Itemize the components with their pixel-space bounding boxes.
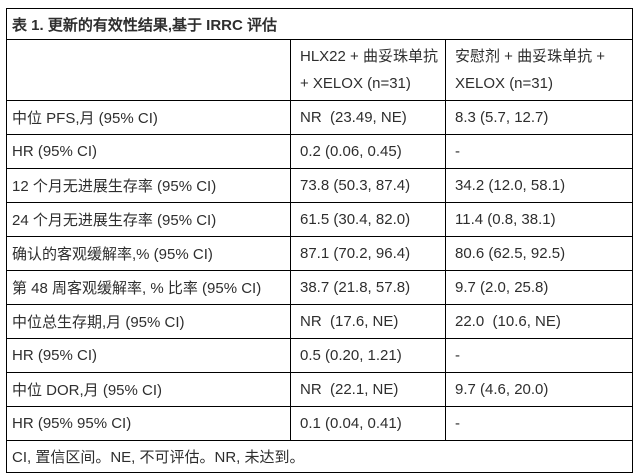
header-col-hlx22: HLX22 + 曲妥珠单抗+ XELOX (n=31) [290,39,446,101]
table-footnote: CI, 置信区间。NE, 不可评估。NR, 未达到。 [5,440,634,473]
row-value-placebo: - [444,406,634,441]
table-row: HR (95% CI) 0.5 (0.20, 1.21) - [6,338,634,373]
row-value-hlx22: NR (22.1, NE) [290,372,446,407]
table-row: 第 48 周客观缓解率, % 比率 (95% CI) 38.7 (21.8, 5… [6,270,634,305]
table-row: HR (95% 95% CI) 0.1 (0.04, 0.41) - [6,406,634,441]
row-value-placebo: - [444,134,634,169]
row-value-hlx22: 0.2 (0.06, 0.45) [290,134,446,169]
table-row: 12 个月无进展生存率 (95% CI) 73.8 (50.3, 87.4) 3… [6,168,634,203]
row-value-hlx22: 87.1 (70.2, 96.4) [290,236,446,271]
row-value-hlx22: 73.8 (50.3, 87.4) [290,168,446,203]
row-value-placebo: 9.7 (2.0, 25.8) [444,270,634,305]
table-row: 确认的客观缓解率,% (95% CI) 87.1 (70.2, 96.4) 80… [6,236,634,271]
row-label: HR (95% CI) [6,338,291,373]
table-row: 中位 PFS,月 (95% CI) NR (23.49, NE) 8.3 (5.… [6,100,634,135]
row-value-placebo: - [444,338,634,373]
row-label: HR (95% 95% CI) [6,406,291,441]
row-label: 中位 DOR,月 (95% CI) [6,372,291,407]
row-value-hlx22: 0.5 (0.20, 1.21) [290,338,446,373]
table-row: 中位总生存期,月 (95% CI) NR (17.6, NE) 22.0 (10… [6,304,634,339]
row-value-placebo: 8.3 (5.7, 12.7) [444,100,634,135]
row-label: 中位 PFS,月 (95% CI) [6,100,291,135]
row-value-hlx22: 0.1 (0.04, 0.41) [290,406,446,441]
row-value-hlx22: 61.5 (30.4, 82.0) [290,202,446,237]
row-value-placebo: 34.2 (12.0, 58.1) [444,168,634,203]
row-value-hlx22: 38.7 (21.8, 57.8) [290,270,446,305]
row-value-placebo: 9.7 (4.6, 20.0) [444,372,634,407]
table-row: 中位 DOR,月 (95% CI) NR (22.1, NE) 9.7 (4.6… [6,372,634,407]
table-title: 表 1. 更新的有效性结果,基于 IRRC 评估 [5,8,634,40]
efficacy-table: 表 1. 更新的有效性结果,基于 IRRC 评估 HLX22 + 曲妥珠单抗+ … [5,8,634,473]
row-value-placebo: 80.6 (62.5, 92.5) [444,236,634,271]
row-value-hlx22: NR (23.49, NE) [290,100,446,135]
row-label: 中位总生存期,月 (95% CI) [6,304,291,339]
row-label: HR (95% CI) [6,134,291,169]
table-row: HR (95% CI) 0.2 (0.06, 0.45) - [6,134,634,169]
table-row: 24 个月无进展生存率 (95% CI) 61.5 (30.4, 82.0) 1… [6,202,634,237]
header-empty-cell [6,39,291,101]
row-label: 第 48 周客观缓解率, % 比率 (95% CI) [6,270,291,305]
row-value-placebo: 22.0 (10.6, NE) [444,304,634,339]
row-value-placebo: 11.4 (0.8, 38.1) [444,202,634,237]
header-col-placebo: 安慰剂 + 曲妥珠单抗 + XELOX (n=31) [444,39,634,101]
row-label: 确认的客观缓解率,% (95% CI) [6,236,291,271]
row-value-hlx22: NR (17.6, NE) [290,304,446,339]
row-label: 24 个月无进展生存率 (95% CI) [6,202,291,237]
table-footnote-row: CI, 置信区间。NE, 不可评估。NR, 未达到。 [5,440,634,473]
row-label: 12 个月无进展生存率 (95% CI) [6,168,291,203]
table-header-row: HLX22 + 曲妥珠单抗+ XELOX (n=31) 安慰剂 + 曲妥珠单抗 … [6,39,634,101]
table-title-row: 表 1. 更新的有效性结果,基于 IRRC 评估 [5,8,634,40]
